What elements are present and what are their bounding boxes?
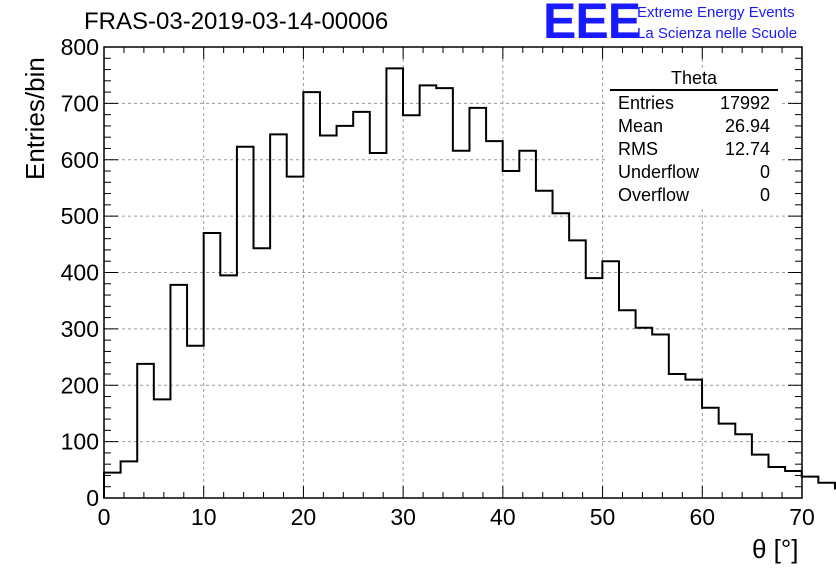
histogram-bin [619, 310, 636, 498]
stats-box: Theta Entries 17992 Mean 26.94 RMS 12.74… [610, 68, 778, 207]
histogram-bin [719, 424, 736, 498]
histogram-bin [337, 126, 354, 498]
histogram-bin [453, 151, 470, 498]
histogram-bin [469, 108, 486, 498]
histogram-bin [270, 134, 287, 498]
histogram-bin [702, 408, 719, 498]
histogram-bin [569, 240, 586, 498]
histogram-bin [353, 112, 370, 498]
histogram-bin [669, 374, 686, 498]
stats-value: 12.74 [724, 139, 770, 159]
histogram-bin [104, 473, 121, 498]
histogram-bin [254, 248, 271, 498]
stats-value: 26.94 [724, 116, 770, 136]
histogram-bin [802, 477, 819, 498]
histogram-bin [768, 467, 785, 498]
y-tick-label: 400 [61, 260, 99, 286]
chart-title: FRAS-03-2019-03-14-00006 [84, 8, 389, 35]
histogram-bin [386, 68, 403, 498]
histogram-bin [287, 177, 304, 498]
stats-value: 0 [759, 185, 770, 205]
histogram-bin [303, 92, 320, 498]
stats-row-underflow: Underflow 0 [610, 161, 778, 184]
y-tick-label: 600 [61, 147, 99, 173]
histogram-bin [121, 461, 138, 498]
stats-row-entries: Entries 17992 [610, 92, 778, 115]
stats-title: Theta [610, 68, 778, 91]
x-tick-label: 0 [98, 504, 111, 530]
x-tick-label: 30 [390, 504, 416, 530]
x-tick-label: 50 [590, 504, 616, 530]
y-tick-label: 700 [61, 90, 99, 116]
histogram-bin [752, 455, 769, 498]
y-tick-label: 0 [86, 485, 99, 511]
x-tick-label: 60 [689, 504, 715, 530]
histogram-bin [536, 191, 553, 498]
histogram-bin [586, 278, 603, 498]
histogram-bin [137, 364, 154, 498]
stats-value: 17992 [719, 93, 770, 113]
stats-row-overflow: Overflow 0 [610, 184, 778, 207]
histogram-bin [187, 346, 204, 498]
x-tick-label: 70 [789, 504, 815, 530]
y-tick-label: 100 [61, 429, 99, 455]
stats-background [608, 68, 780, 208]
histogram-bin [420, 85, 437, 498]
y-tick-label: 300 [61, 316, 99, 342]
histogram-bin [486, 141, 503, 498]
histogram-bin [652, 335, 669, 498]
y-tick-label: 500 [61, 203, 99, 229]
logo-line-1: Extreme Energy Events [637, 4, 795, 21]
x-tick-label: 10 [191, 504, 217, 530]
histogram-bin [436, 88, 453, 498]
histogram-bin [818, 483, 835, 498]
stats-label: Mean [618, 116, 664, 136]
histogram-bin [237, 147, 254, 498]
x-tick-label: 20 [291, 504, 317, 530]
histogram-bin [170, 285, 187, 498]
histogram-bin [553, 213, 570, 498]
x-axis-label: θ [°] [752, 534, 799, 564]
histogram-bin [403, 115, 420, 498]
histogram-bin [370, 153, 387, 498]
stats-row-rms: RMS 12.74 [610, 138, 778, 161]
histogram-bin [685, 380, 702, 498]
stats-value: 0 [759, 162, 770, 182]
histogram-bin [220, 275, 237, 498]
histogram-bin [320, 136, 337, 498]
stats-label: Overflow [618, 185, 690, 205]
stats-label: RMS [618, 139, 658, 159]
histogram-bin [735, 434, 752, 498]
y-tick-label: 200 [61, 372, 99, 398]
y-tick-label: 800 [61, 34, 99, 60]
histogram-bin [519, 151, 536, 498]
stats-row-mean: Mean 26.94 [610, 115, 778, 138]
eee-logo: EEE [543, 0, 641, 49]
histogram-bin [636, 328, 653, 498]
x-tick-label: 40 [490, 504, 516, 530]
histogram-bin [503, 171, 520, 498]
histogram-bin [602, 261, 619, 498]
y-axis-label: Entries/bin [20, 57, 50, 180]
histogram-bin [154, 399, 171, 498]
stats-label: Underflow [618, 162, 700, 182]
stats-label: Entries [618, 93, 675, 113]
logo-line-2: La Scienza nelle Scuole [637, 25, 798, 42]
